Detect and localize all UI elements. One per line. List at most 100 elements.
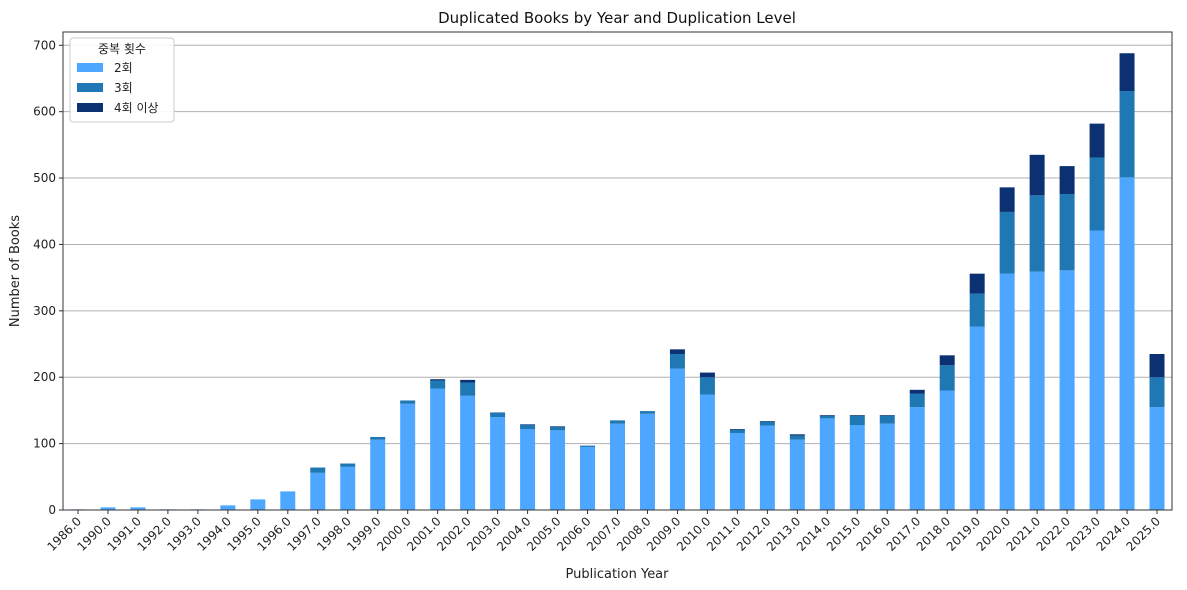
bar-segment	[1119, 53, 1135, 92]
bar-segment	[759, 421, 775, 422]
bar-segment	[460, 382, 476, 396]
legend-entry-label: 2회	[114, 61, 133, 75]
bar-segment	[340, 463, 356, 467]
grid	[63, 44, 1172, 445]
bar-segment	[520, 425, 536, 430]
bar-segment	[430, 380, 446, 389]
bar-segment	[1089, 157, 1105, 231]
bar-segment	[789, 435, 805, 440]
bar-segment	[849, 425, 865, 510]
bars	[70, 53, 1165, 510]
bar-segment	[520, 429, 536, 510]
bar-segment	[460, 379, 476, 383]
bar-segment	[1059, 270, 1075, 510]
bar-segment	[430, 379, 446, 381]
bar-segment	[1119, 91, 1135, 178]
bar-segment	[400, 400, 416, 404]
bar-segment	[729, 429, 745, 433]
bar-segment	[849, 415, 865, 426]
bar-segment	[759, 421, 775, 426]
chart-title: Duplicated Books by Year and Duplication…	[438, 9, 796, 27]
bar-segment	[580, 446, 596, 510]
bar-segment	[939, 390, 955, 510]
plot-frame	[62, 31, 1173, 511]
bar-segment	[370, 436, 386, 440]
bar-segment	[969, 326, 985, 510]
bar-segment	[699, 372, 715, 378]
bar-segment	[1149, 377, 1165, 408]
legend-title: 중복 횟수	[98, 42, 146, 56]
y-tick-label: 700	[33, 38, 56, 52]
bar-segment	[879, 415, 895, 424]
y-axis-title: Number of Books	[8, 215, 23, 327]
bar-segment	[639, 411, 655, 414]
bar-segment	[1029, 154, 1045, 196]
bar-segment	[310, 467, 326, 473]
bar-segment	[939, 355, 955, 366]
bar-segment	[789, 434, 805, 436]
bar-segment	[1089, 123, 1105, 158]
bar-segment	[550, 426, 566, 428]
bar-segment	[340, 466, 356, 510]
bar-segment	[1149, 353, 1165, 378]
legend-entry-label: 4회 이상	[114, 101, 159, 115]
bar-segment	[639, 413, 655, 510]
y-tick-label: 300	[33, 304, 56, 318]
bar-segment	[789, 439, 805, 510]
bar-segment	[310, 472, 326, 510]
bar-segment	[1029, 271, 1045, 510]
y-tick-label: 400	[33, 237, 56, 251]
bar-segment	[819, 415, 835, 416]
bar-segment	[879, 423, 895, 510]
bar-segment	[669, 353, 685, 369]
y-tick-label: 500	[33, 171, 56, 185]
bar-segment	[100, 507, 116, 510]
bar-segment	[699, 394, 715, 510]
y-tick-label: 600	[33, 105, 56, 119]
bar-segment	[999, 211, 1015, 274]
bar-segment	[490, 417, 506, 510]
bar-segment	[729, 429, 745, 430]
bar-segment	[1059, 166, 1075, 194]
bar-segment	[610, 420, 625, 424]
bar-segment	[969, 273, 985, 294]
bar-segment	[939, 365, 955, 391]
bar-segment	[130, 507, 146, 510]
bar-segment	[610, 423, 625, 510]
bar-segment	[1119, 177, 1135, 510]
y-tick-label: 100	[33, 437, 56, 451]
bar-segment	[220, 505, 236, 510]
bar-segment	[729, 432, 745, 510]
y-tick-label: 200	[33, 370, 56, 384]
x-tick-label: 2025.0	[1124, 514, 1164, 554]
bar-segment	[580, 445, 596, 447]
bar-segment	[430, 388, 446, 510]
legend-box	[69, 37, 175, 123]
bar-segment	[280, 491, 296, 510]
bar-segment	[460, 395, 476, 510]
bar-segment	[819, 415, 835, 419]
bar-segment	[400, 403, 416, 510]
bar-segment	[370, 439, 386, 510]
bar-segment	[520, 424, 536, 426]
bar-segment	[550, 427, 566, 431]
bar-segment	[999, 273, 1015, 510]
legend-swatch	[77, 103, 103, 112]
legend: 중복 횟수 2회 3회 4회 이상	[69, 37, 175, 123]
bar-segment	[699, 377, 715, 395]
legend-swatch	[77, 83, 103, 92]
bar-segment	[669, 349, 685, 354]
bar-segment	[879, 415, 895, 416]
bar-segment	[1089, 230, 1105, 510]
bar-segment	[759, 425, 775, 510]
bar-segment	[669, 368, 685, 510]
bar-segment	[250, 499, 266, 510]
x-axis-title: Publication Year	[566, 567, 670, 582]
legend-entry-label: 3회	[114, 81, 133, 95]
bar-segment	[969, 293, 985, 327]
bar-segment	[490, 412, 506, 418]
legend-swatch	[77, 63, 103, 72]
bar-segment	[1059, 193, 1075, 271]
bar-segment	[550, 430, 566, 510]
